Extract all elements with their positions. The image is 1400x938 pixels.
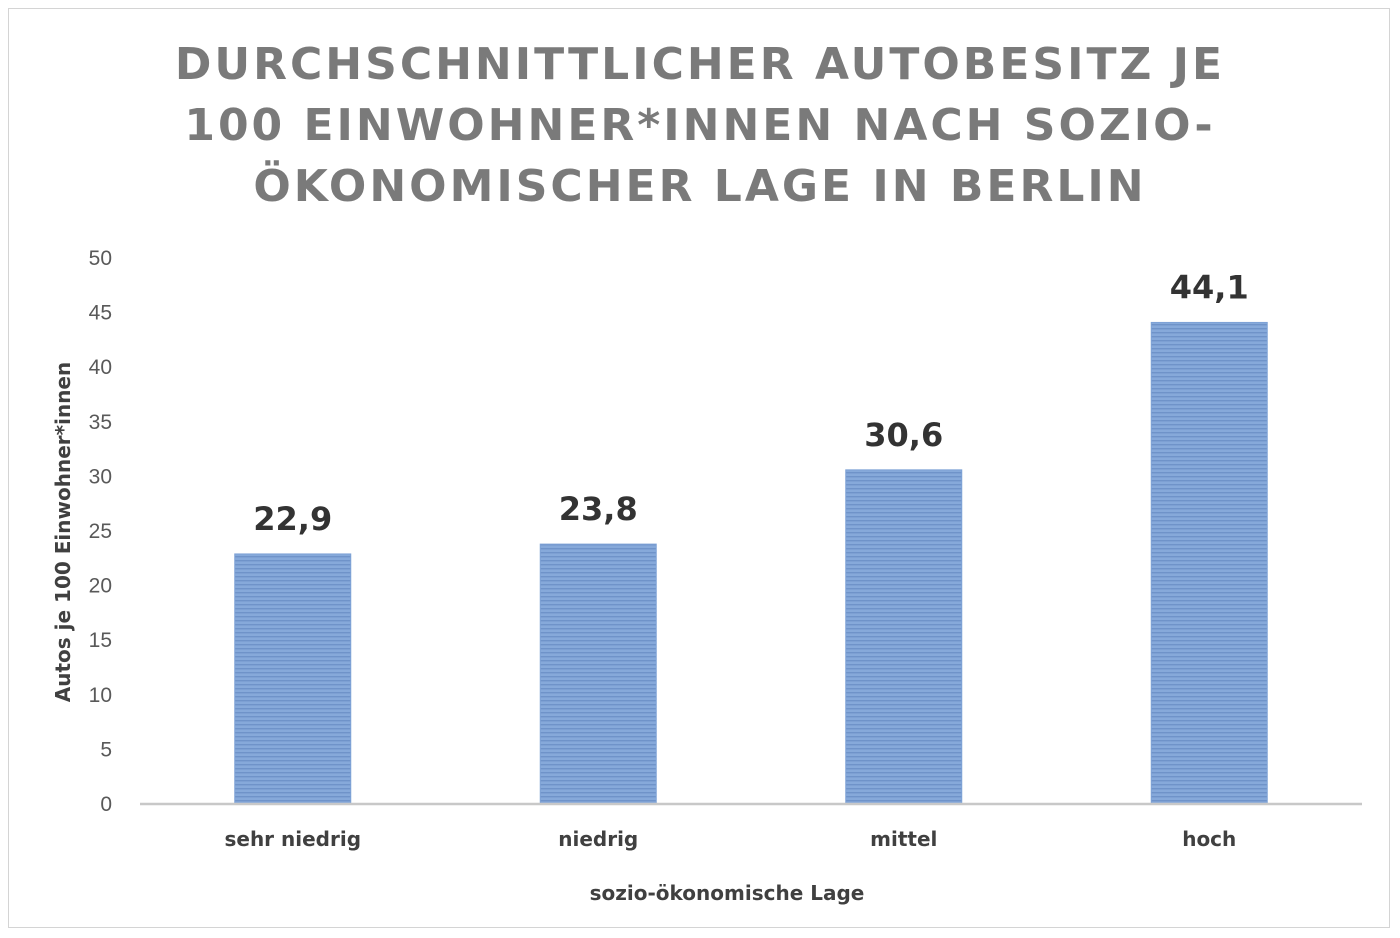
y-tick-label: 5 — [100, 738, 112, 761]
data-label: 44,1 — [1170, 268, 1249, 306]
y-axis-ticks: 0 5 10 15 20 25 30 35 40 45 50 — [89, 247, 112, 816]
data-label: 30,6 — [864, 416, 943, 454]
x-tick-label: niedrig — [558, 827, 638, 851]
x-axis-title: sozio-ökonomische Lage — [590, 881, 865, 905]
x-tick-label: sehr niedrig — [224, 827, 361, 851]
y-tick-label: 40 — [89, 356, 112, 379]
y-axis-title: Autos je 100 Einwohner*innen — [51, 362, 75, 702]
category-labels: sehr niedrig niedrig mittel hoch — [224, 827, 1236, 851]
chart-title: DURCHSCHNITTLICHER AUTOBESITZ JE 100 EIN… — [174, 39, 1226, 212]
data-labels: 22,9 23,8 30,6 44,1 — [253, 268, 1248, 538]
y-tick-label: 35 — [89, 411, 112, 434]
y-tick-label: 0 — [100, 793, 112, 816]
y-tick-label: 25 — [89, 520, 112, 543]
bar — [234, 553, 352, 805]
bar — [539, 543, 657, 805]
data-label: 23,8 — [559, 490, 638, 528]
y-tick-label: 15 — [89, 629, 112, 652]
bar — [845, 469, 963, 805]
data-label: 22,9 — [253, 500, 332, 538]
y-tick-label: 45 — [89, 302, 112, 325]
y-tick-label: 30 — [89, 465, 112, 488]
bar — [1150, 321, 1268, 805]
bars — [234, 321, 1268, 805]
y-tick-label: 50 — [89, 247, 112, 270]
x-tick-label: hoch — [1182, 827, 1236, 851]
x-tick-label: mittel — [870, 827, 937, 851]
y-tick-label: 10 — [89, 684, 112, 707]
y-tick-label: 20 — [89, 575, 112, 598]
